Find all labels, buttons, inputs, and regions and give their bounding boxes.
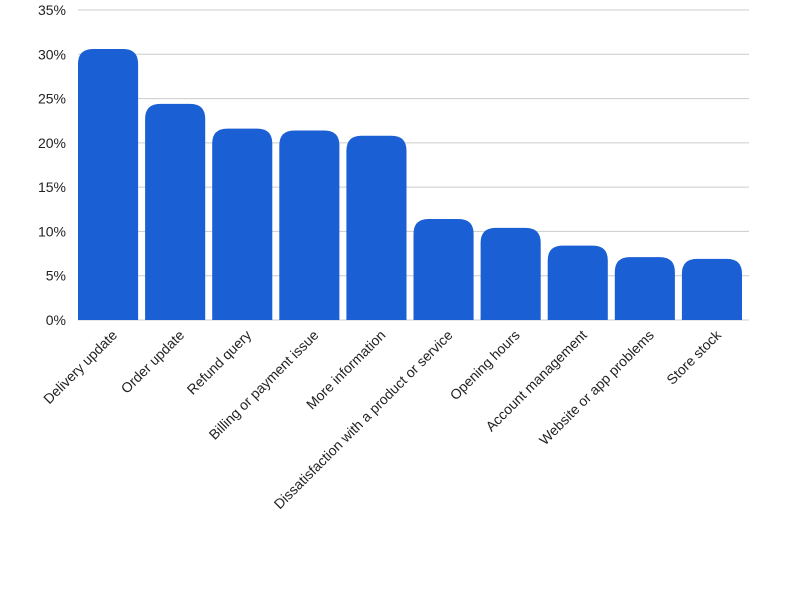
y-tick-label: 15% xyxy=(38,179,66,195)
bar xyxy=(614,257,675,320)
x-category-label: Website or app problems xyxy=(536,327,657,448)
y-tick-label: 30% xyxy=(38,46,66,62)
bar xyxy=(346,135,407,320)
y-tick-label: 25% xyxy=(38,91,66,107)
bar xyxy=(413,219,474,320)
bar xyxy=(78,48,139,320)
x-category-label: Order update xyxy=(118,327,188,397)
bar xyxy=(145,103,206,320)
y-tick-label: 20% xyxy=(38,135,66,151)
y-axis-ticks: 0% 5% 10% 15% 20% 25% 30% 35% xyxy=(38,2,66,328)
bars xyxy=(78,48,742,320)
y-tick-label: 5% xyxy=(46,268,66,284)
bar xyxy=(681,258,742,320)
x-category-label: Refund query xyxy=(184,327,255,398)
bar xyxy=(212,128,273,320)
y-tick-label: 35% xyxy=(38,2,66,18)
x-category-label: Store stock xyxy=(663,326,725,388)
bar xyxy=(279,130,340,320)
bar xyxy=(547,245,608,320)
x-category-label: Delivery update xyxy=(40,327,120,407)
y-tick-label: 0% xyxy=(46,312,66,328)
y-tick-label: 10% xyxy=(38,223,66,239)
x-category-label: Billing or payment issue xyxy=(206,327,322,443)
bar xyxy=(480,227,541,320)
x-category-label: Opening hours xyxy=(447,327,523,403)
